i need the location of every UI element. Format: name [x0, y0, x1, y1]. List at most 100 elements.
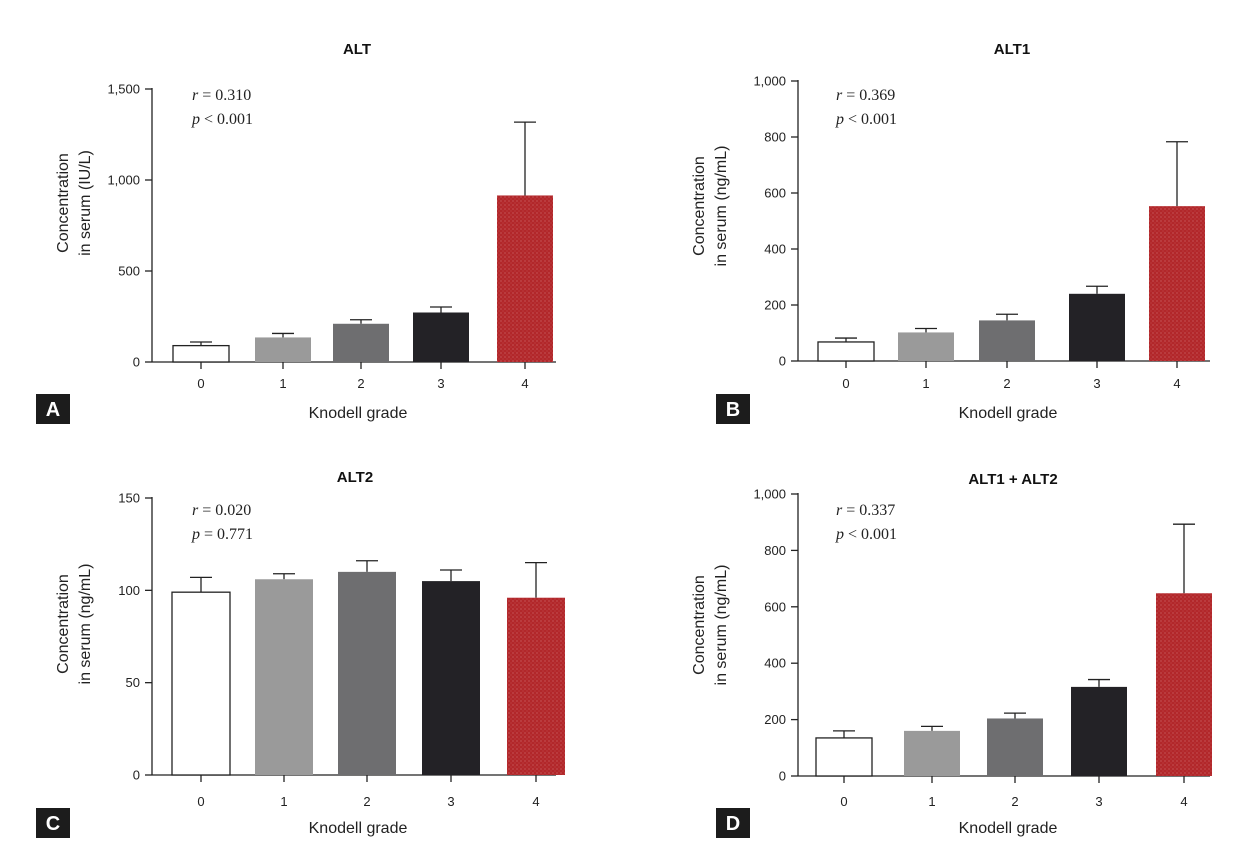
y-tick-label: 0	[133, 355, 140, 370]
chart-title: ALT2	[337, 469, 373, 486]
y-tick-label: 1,500	[107, 82, 140, 97]
p-symbol: p	[835, 526, 844, 543]
bar-grade-3	[1069, 293, 1125, 361]
bar-grade-2	[338, 571, 396, 775]
x-tick-label: 3	[1093, 376, 1100, 391]
y-axis-label-line2: in serum (ng/mL)	[77, 564, 94, 685]
panel-letter: D	[726, 813, 740, 835]
p-symbol: p	[191, 526, 200, 543]
x-axis-label: Knodell grade	[309, 820, 408, 837]
bar-grade-2	[987, 718, 1043, 776]
x-tick-label: 2	[363, 794, 370, 809]
x-tick-label: 4	[1173, 376, 1180, 391]
y-tick-label: 1,000	[753, 74, 786, 89]
bar-grade-0	[817, 341, 875, 362]
bar-grade-4	[1149, 206, 1205, 361]
panel-b: ALT1 0 200 400 600 800 1,000 0 1 2 3 4 Knodell grade…	[691, 41, 1210, 424]
x-tick-label: 1	[279, 376, 286, 391]
x-tick-label: 0	[842, 376, 849, 391]
x-tick-label: 3	[1095, 794, 1102, 809]
x-tick-label: 1	[928, 794, 935, 809]
panel-a: ALT 0 500 1,000 1,500 0 1 2 3 4 Knodell grade Conce…	[36, 41, 556, 424]
bar-grade-4	[1156, 593, 1212, 776]
p-value: < 0.001	[844, 111, 897, 128]
panel-letter: B	[726, 399, 740, 421]
y-tick-label: 400	[764, 656, 786, 671]
y-tick-label: 0	[779, 769, 786, 784]
bar-grade-0	[172, 344, 230, 363]
x-tick-label: 1	[922, 376, 929, 391]
chart-title: ALT1 + ALT2	[968, 471, 1057, 488]
y-tick-label: 50	[126, 675, 140, 690]
x-tick-label: 3	[447, 794, 454, 809]
y-axis-label-line1: Concentration	[55, 574, 72, 674]
y-tick-label: 150	[118, 491, 140, 506]
y-axis-label-line1: Concentration	[55, 153, 72, 253]
y-tick-label: 200	[764, 298, 786, 313]
x-tick-label: 4	[521, 376, 528, 391]
p-symbol: p	[835, 111, 844, 128]
y-axis-label-line1: Concentration	[691, 575, 708, 675]
x-tick-label: 0	[197, 376, 204, 391]
y-axis-label-line2: in serum (IU/L)	[77, 150, 94, 256]
y-tick-label: 600	[764, 599, 786, 614]
y-tick-label: 800	[764, 130, 786, 145]
x-tick-label: 0	[840, 794, 847, 809]
y-tick-label: 800	[764, 543, 786, 558]
y-tick-label: 100	[118, 583, 140, 598]
x-tick-label: 1	[280, 794, 287, 809]
p-value-annotation: p < 0.001	[835, 526, 897, 543]
p-value-annotation: p < 0.001	[191, 111, 253, 128]
x-tick-label: 4	[1180, 794, 1187, 809]
p-value-annotation: p = 0.771	[191, 526, 253, 543]
bar-grade-1	[898, 332, 954, 361]
r-value-annotation: r = 0.020	[192, 502, 251, 519]
bar-grade-1	[255, 337, 311, 362]
bar-grade-4	[507, 597, 565, 775]
r-value-annotation: r = 0.310	[192, 87, 251, 104]
p-symbol: p	[191, 111, 200, 128]
chart-title: ALT1	[994, 41, 1030, 58]
p-value-annotation: p < 0.001	[835, 111, 897, 128]
y-tick-label: 0	[779, 354, 786, 369]
r-symbol: r	[836, 87, 843, 104]
x-tick-label: 2	[1003, 376, 1010, 391]
y-tick-label: 400	[764, 242, 786, 257]
y-tick-label: 200	[764, 712, 786, 727]
x-axis-label: Knodell grade	[959, 405, 1058, 422]
chart-title: ALT	[343, 41, 371, 58]
panel-tag-box	[36, 394, 70, 424]
x-tick-label: 3	[437, 376, 444, 391]
bar-grade-3	[1071, 686, 1127, 776]
bar-grade-3	[422, 581, 480, 775]
x-axis-label: Knodell grade	[309, 405, 408, 422]
panel-c: ALT2 0 50 100 150 0 1 2 3 4 Knodell grade Concentra…	[36, 469, 565, 838]
r-value: = 0.337	[842, 502, 895, 519]
y-axis-label-line2: in serum (ng/mL)	[713, 146, 730, 267]
bar-grade-0	[171, 591, 231, 776]
x-tick-label: 2	[357, 376, 364, 391]
bar-grade-0	[815, 737, 873, 777]
panel-d: ALT1 + ALT2 0 200 400 600 800 1,000 0 1 2 3 4 Knodel…	[691, 471, 1212, 838]
p-value: < 0.001	[200, 111, 253, 128]
r-value-annotation: r = 0.369	[836, 87, 895, 104]
x-tick-label: 2	[1011, 794, 1018, 809]
r-value: = 0.020	[198, 502, 251, 519]
panel-letter: A	[46, 399, 60, 421]
y-axis-label-line2: in serum (ng/mL)	[713, 565, 730, 686]
r-value: = 0.310	[198, 87, 251, 104]
p-value: = 0.771	[200, 526, 253, 543]
x-tick-label: 4	[532, 794, 539, 809]
x-tick-label: 0	[197, 794, 204, 809]
bar-grade-1	[904, 730, 960, 776]
y-tick-label: 600	[764, 186, 786, 201]
x-axis-label: Knodell grade	[959, 820, 1058, 837]
r-value: = 0.369	[842, 87, 895, 104]
bar-grade-3	[413, 312, 469, 362]
r-symbol: r	[192, 502, 199, 519]
y-tick-label: 500	[118, 264, 140, 279]
y-axis-label-line1: Concentration	[691, 156, 708, 256]
y-tick-label: 1,000	[107, 173, 140, 188]
bar-grade-2	[979, 320, 1035, 361]
